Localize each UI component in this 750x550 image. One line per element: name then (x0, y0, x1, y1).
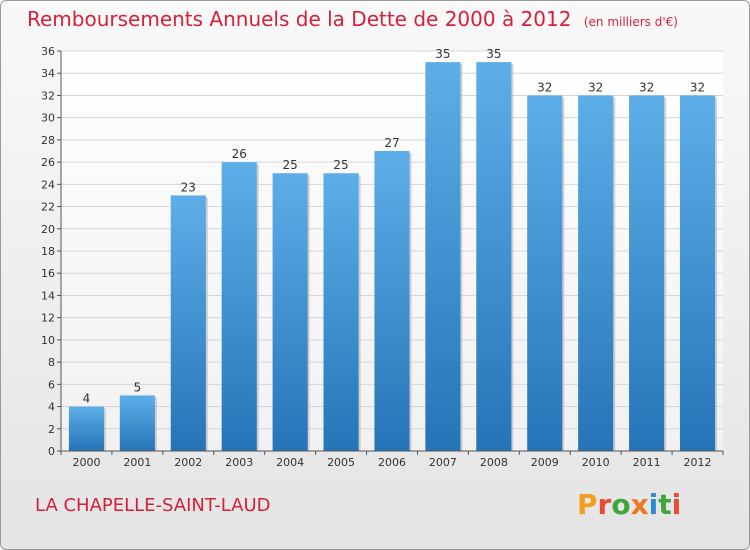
data-label: 25 (283, 158, 298, 172)
y-tick-label: 16 (41, 267, 55, 280)
x-tick-label: 2010 (582, 456, 610, 469)
logo-letter: i (671, 488, 682, 521)
bar (629, 95, 665, 451)
x-tick-label: 2001 (123, 456, 151, 469)
bar (527, 95, 563, 451)
bar (374, 151, 410, 451)
y-tick-label: 8 (48, 356, 55, 369)
x-tick-label: 2004 (276, 456, 304, 469)
chart-title-text: Remboursements Annuels de la Dette de 20… (27, 7, 572, 31)
y-tick-label: 10 (41, 334, 55, 347)
x-tick-label: 2012 (684, 456, 712, 469)
y-tick-label: 34 (41, 67, 55, 80)
y-tick-label: 14 (41, 289, 55, 302)
bar (425, 62, 461, 451)
proxiti-logo: Proxiti (577, 488, 681, 521)
data-label: 32 (537, 80, 552, 94)
bar (476, 62, 512, 451)
bar (221, 162, 257, 451)
x-tick-label: 2009 (531, 456, 559, 469)
x-tick-label: 2011 (633, 456, 661, 469)
y-tick-label: 32 (41, 89, 55, 102)
logo-letter: i (648, 488, 659, 521)
data-label: 32 (690, 80, 705, 94)
data-label: 35 (486, 47, 501, 61)
y-tick-label: 20 (41, 223, 55, 236)
y-tick-label: 24 (41, 178, 55, 191)
data-label: 25 (333, 158, 348, 172)
bar (68, 406, 105, 451)
data-label: 27 (384, 136, 399, 150)
data-label: 26 (232, 147, 247, 161)
logo-letter: P (577, 488, 598, 521)
x-tick-label: 2005 (327, 456, 355, 469)
x-tick-label: 2000 (72, 456, 100, 469)
bar (272, 173, 308, 451)
y-tick-label: 2 (48, 423, 55, 436)
y-tick-label: 28 (41, 134, 55, 147)
data-label: 5 (134, 380, 142, 394)
y-tick-label: 30 (41, 112, 55, 125)
y-tick-label: 26 (41, 156, 55, 169)
data-label: 35 (435, 47, 450, 61)
x-tick-label: 2003 (225, 456, 253, 469)
data-label: 4 (83, 392, 91, 406)
logo-letter: o (611, 488, 631, 521)
y-tick-label: 4 (48, 401, 55, 414)
x-tick-label: 2002 (174, 456, 202, 469)
y-tick-label: 22 (41, 201, 55, 214)
bar (578, 95, 614, 451)
bar (170, 195, 206, 451)
commune-name: LA CHAPELLE-SAINT-LAUD (35, 495, 271, 516)
x-tick-label: 2007 (429, 456, 457, 469)
y-tick-label: 0 (48, 445, 55, 458)
y-tick-label: 6 (48, 378, 55, 391)
bar (323, 173, 359, 451)
y-tick-label: 18 (41, 245, 55, 258)
data-label: 32 (588, 80, 603, 94)
x-tick-label: 2008 (480, 456, 508, 469)
bar (679, 95, 716, 451)
y-tick-label: 36 (41, 45, 55, 58)
logo-letter: t (658, 488, 672, 521)
chart-subtitle: (en milliers d'€) (583, 15, 678, 29)
chart-title: Remboursements Annuels de la Dette de 20… (27, 7, 678, 31)
y-tick-label: 12 (41, 312, 55, 325)
x-tick-label: 2006 (378, 456, 406, 469)
logo-letter: r (597, 488, 612, 521)
bar (119, 395, 155, 451)
data-label: 32 (639, 80, 654, 94)
data-label: 23 (181, 180, 196, 194)
logo-letter: x (630, 488, 649, 521)
